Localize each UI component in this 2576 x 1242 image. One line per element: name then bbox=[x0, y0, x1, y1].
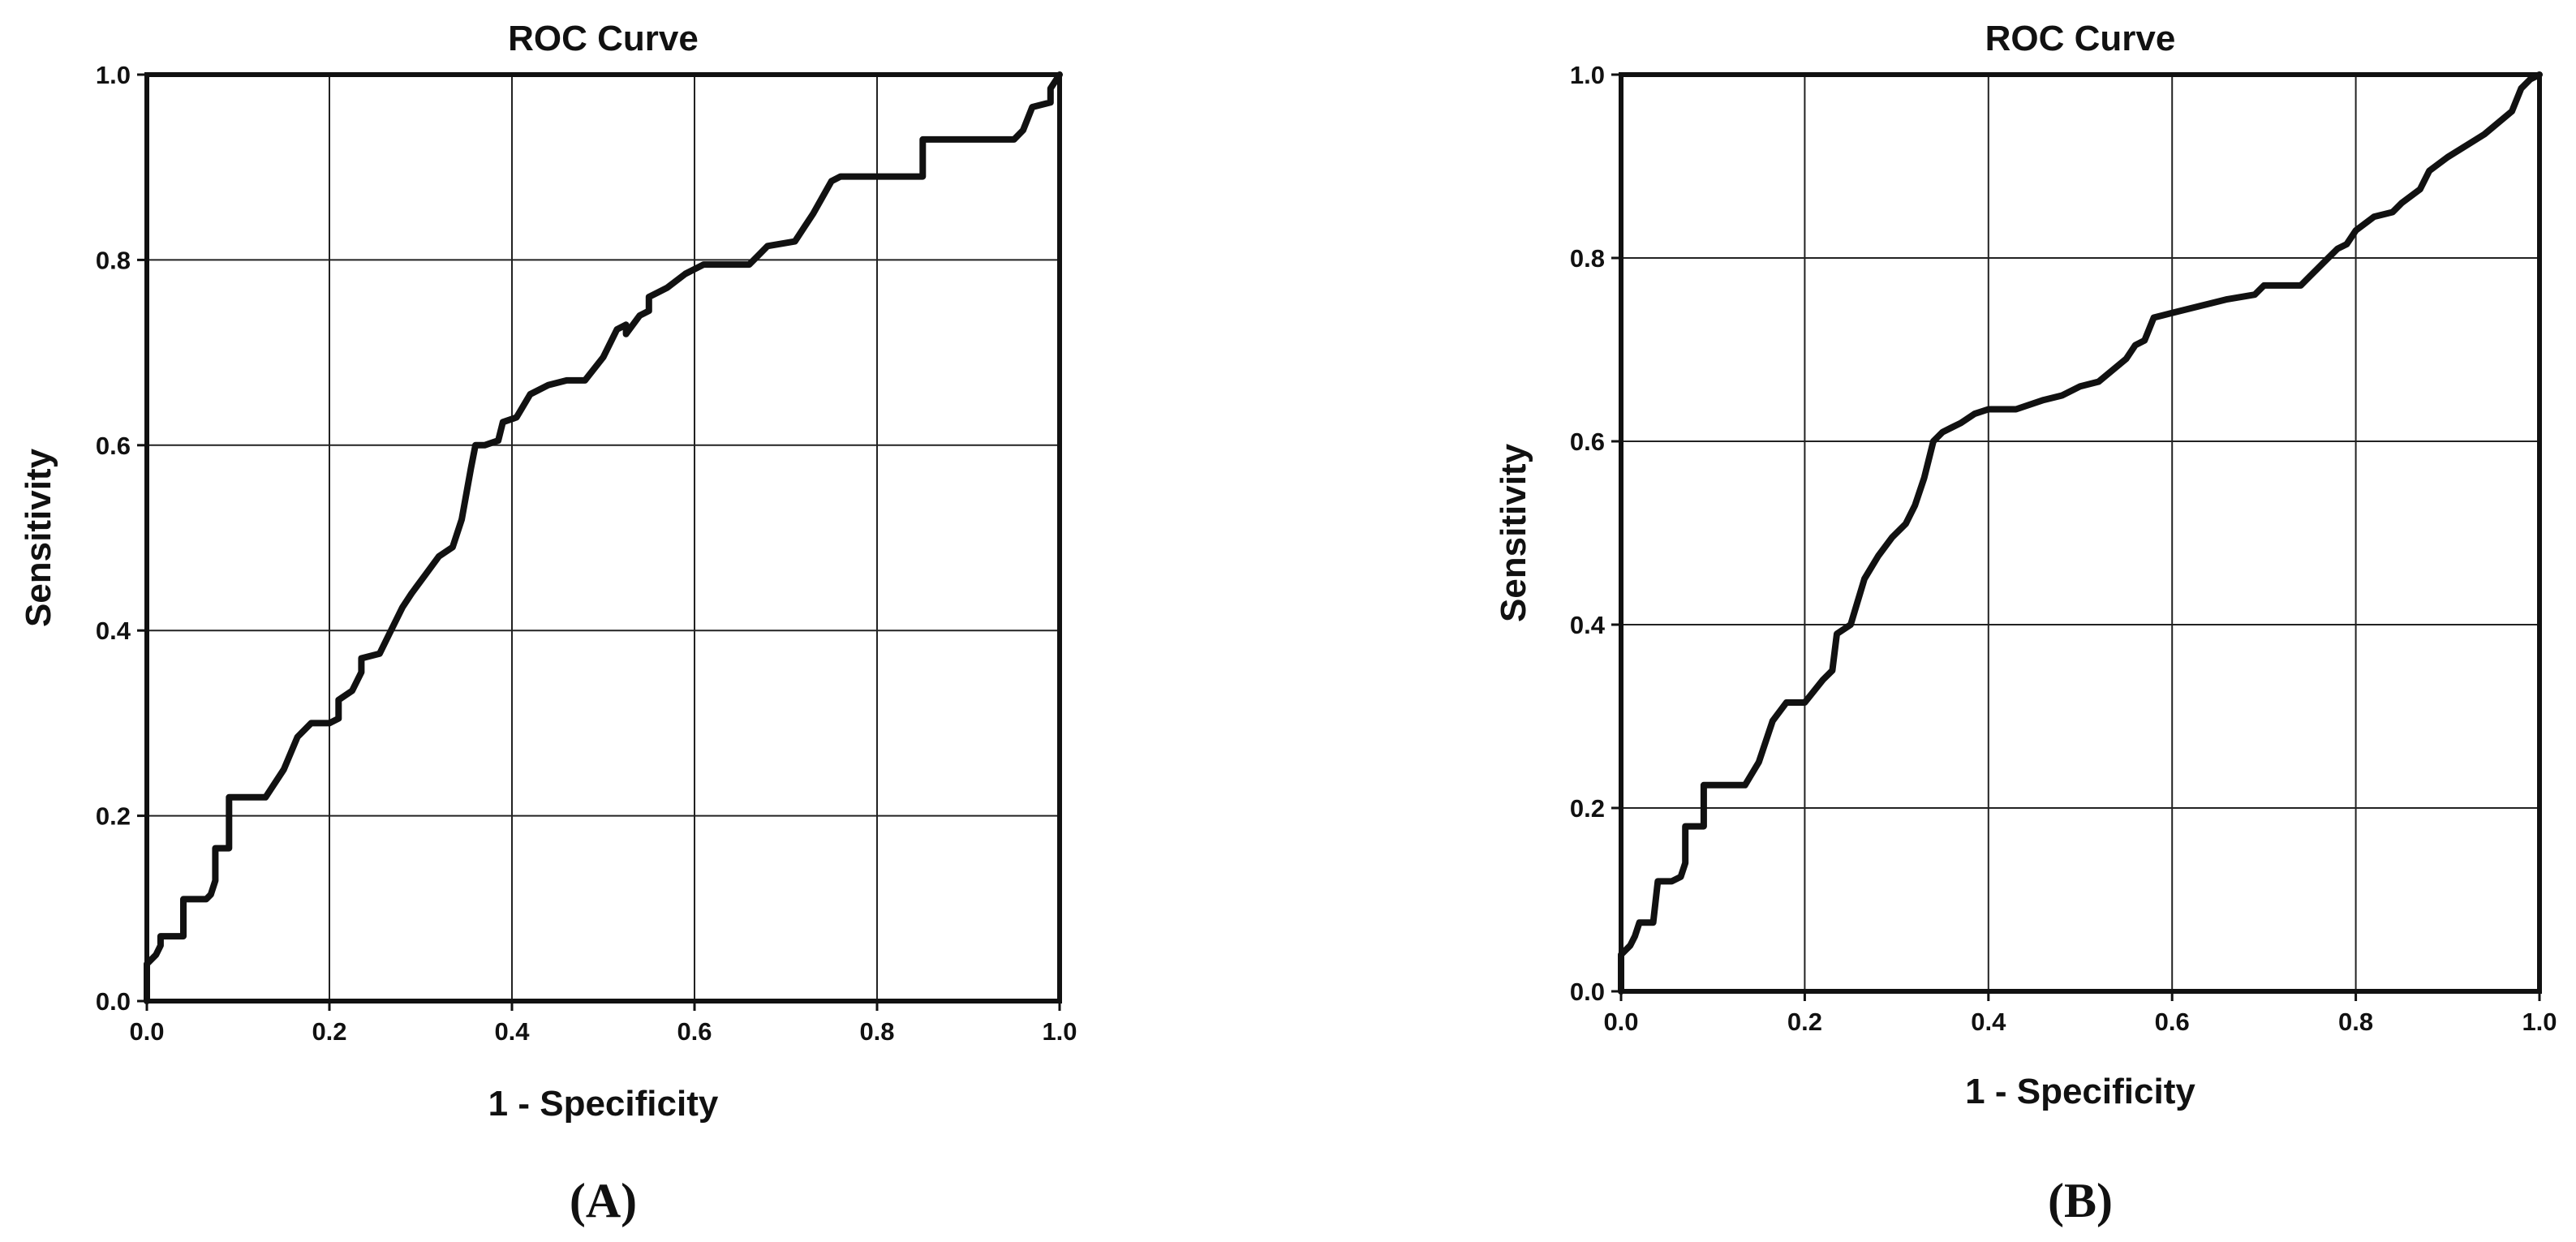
y-tick-label: 0.6 bbox=[1570, 428, 1605, 456]
y-tick-label: 0.0 bbox=[1570, 978, 1605, 1006]
roc-panel-b: 0.0 0.2 0.4 0.6 0.8 1.0 0.0 0.2 0.4 0.6 0.8 1.0 ROC … bbox=[1494, 19, 2557, 1227]
y-tick-label: 0.2 bbox=[96, 802, 131, 831]
plot-frame bbox=[144, 72, 1062, 1003]
plot-frame bbox=[1619, 72, 2542, 994]
x-tick-label: 0.0 bbox=[129, 1017, 164, 1046]
chart-title: ROC Curve bbox=[508, 19, 699, 58]
y-axis-label: Sensitivity bbox=[1494, 443, 1533, 622]
y-tick-label: 0.6 bbox=[96, 432, 131, 460]
roc-panel-a: 0.0 0.2 0.4 0.6 0.8 1.0 0.0 0.2 0.4 0.6 0.8 1.0 ROC … bbox=[19, 19, 1077, 1227]
x-axis-label: 1 - Specificity bbox=[488, 1084, 719, 1124]
y-tick-label: 0.4 bbox=[96, 617, 131, 645]
x-tick-label: 0.4 bbox=[1971, 1008, 2006, 1036]
y-axis-label: Sensitivity bbox=[19, 448, 58, 627]
y-tick-label: 0.2 bbox=[1570, 794, 1605, 823]
roc-curve-line bbox=[144, 71, 1063, 1004]
y-tick-label: 1.0 bbox=[1570, 61, 1605, 89]
panel-label: (A) bbox=[570, 1174, 637, 1227]
x-tick-label: 0.6 bbox=[677, 1017, 712, 1046]
x-tick-label: 0.6 bbox=[2155, 1008, 2190, 1036]
chart-title: ROC Curve bbox=[1985, 19, 2176, 58]
x-tick-label: 0.2 bbox=[312, 1017, 346, 1046]
y-tick-label: 0.8 bbox=[96, 246, 131, 274]
x-tick-label: 0.2 bbox=[1787, 1008, 1822, 1036]
y-tick-label: 0.0 bbox=[96, 987, 131, 1016]
x-tick-label: 1.0 bbox=[2522, 1008, 2557, 1036]
x-tick-label: 0.8 bbox=[859, 1017, 894, 1046]
x-axis-label: 1 - Specificity bbox=[1965, 1072, 2195, 1111]
y-tick-label: 1.0 bbox=[96, 61, 131, 89]
y-tick-label: 0.8 bbox=[1570, 244, 1605, 273]
x-tick-label: 0.0 bbox=[1603, 1008, 1638, 1036]
x-tick-label: 1.0 bbox=[1042, 1017, 1077, 1046]
y-tick-label: 0.4 bbox=[1570, 611, 1606, 639]
x-tick-label: 0.4 bbox=[494, 1017, 530, 1046]
roc-curve-line bbox=[1618, 71, 2543, 995]
x-tick-label: 0.8 bbox=[2338, 1008, 2373, 1036]
panel-label: (B) bbox=[2048, 1174, 2113, 1227]
